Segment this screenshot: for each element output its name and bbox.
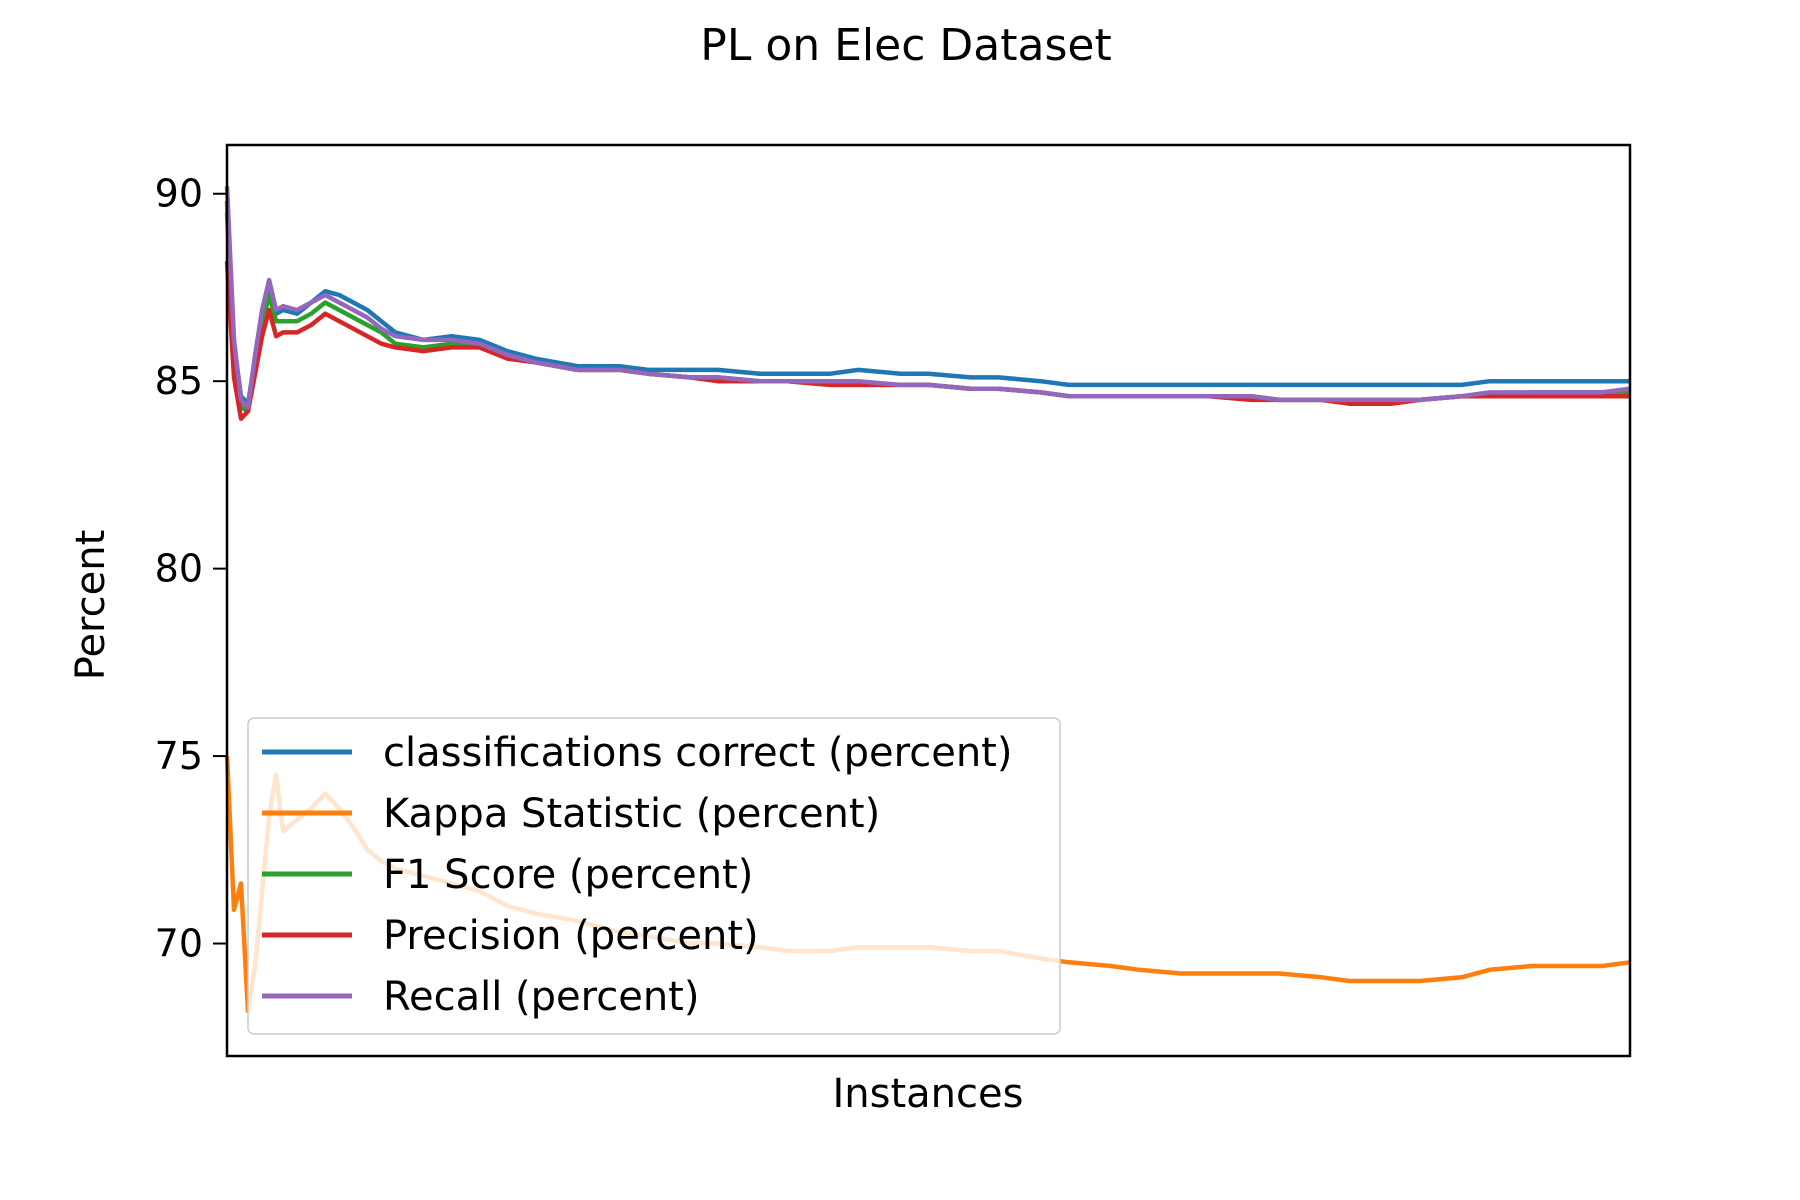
legend-box bbox=[247, 717, 1061, 1035]
legend-label-classifications-correct-percent: classifications correct (percent) bbox=[383, 730, 1012, 776]
y-tick-label: 85 bbox=[155, 359, 203, 403]
series-line-recall-percent bbox=[224, 186, 1631, 410]
legend-label-recall-percent: Recall (percent) bbox=[383, 974, 699, 1020]
y-tick-label: 70 bbox=[155, 922, 203, 966]
legend-label-precision-percent: Precision (percent) bbox=[383, 913, 759, 959]
y-axis-ticks: 70 75 80 85 90 bbox=[155, 172, 227, 966]
y-tick-label: 90 bbox=[155, 172, 203, 216]
y-axis-label: Percent bbox=[68, 530, 114, 681]
series-line-f1-score-percent bbox=[224, 212, 1630, 414]
legend-label-f1-score-percent: F1 Score (percent) bbox=[383, 852, 753, 898]
legend-label-kappa-statistic-percent: Kappa Statistic (percent) bbox=[383, 791, 880, 837]
series-line-classifications-correct-percent bbox=[224, 201, 1630, 406]
y-tick-label: 80 bbox=[155, 547, 203, 591]
x-axis-label: Instances bbox=[833, 1071, 1024, 1117]
legend: classifications correct (percent) Kappa S… bbox=[247, 717, 1061, 1035]
plot-area-frame bbox=[225, 143, 1632, 1058]
y-tick-label: 75 bbox=[155, 734, 203, 778]
chart-title: PL on Elec Dataset bbox=[700, 20, 1111, 71]
